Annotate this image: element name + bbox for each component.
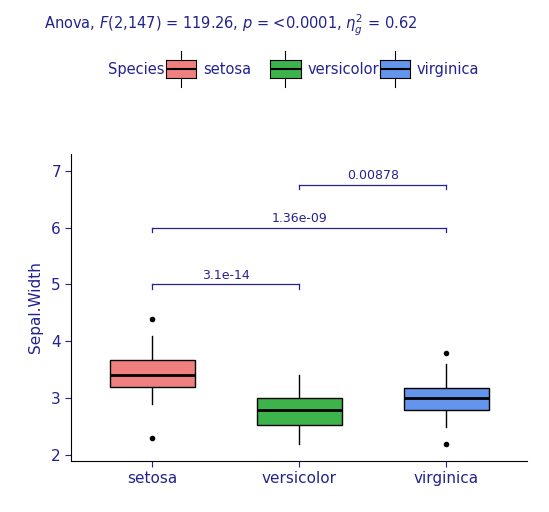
Bar (110, 360, 195, 387)
Text: 3.1e-14: 3.1e-14 (202, 269, 250, 282)
Text: Anova, $\mathit{F}$(2,147) = 119.26, $\mathit{p}$ = <0.0001, $\eta_g^2$ = 0.62: Anova, $\mathit{F}$(2,147) = 119.26, $\m… (44, 13, 417, 38)
Y-axis label: Sepal.Width: Sepal.Width (28, 261, 43, 353)
Text: virginica: virginica (417, 61, 479, 77)
Bar (256, 398, 342, 425)
Text: 0.00878: 0.00878 (347, 169, 399, 182)
Text: Species: Species (108, 61, 165, 77)
Text: setosa: setosa (203, 61, 251, 77)
Bar (404, 388, 489, 410)
Text: 1.36e-09: 1.36e-09 (271, 211, 327, 225)
Text: versicolor: versicolor (307, 61, 379, 77)
